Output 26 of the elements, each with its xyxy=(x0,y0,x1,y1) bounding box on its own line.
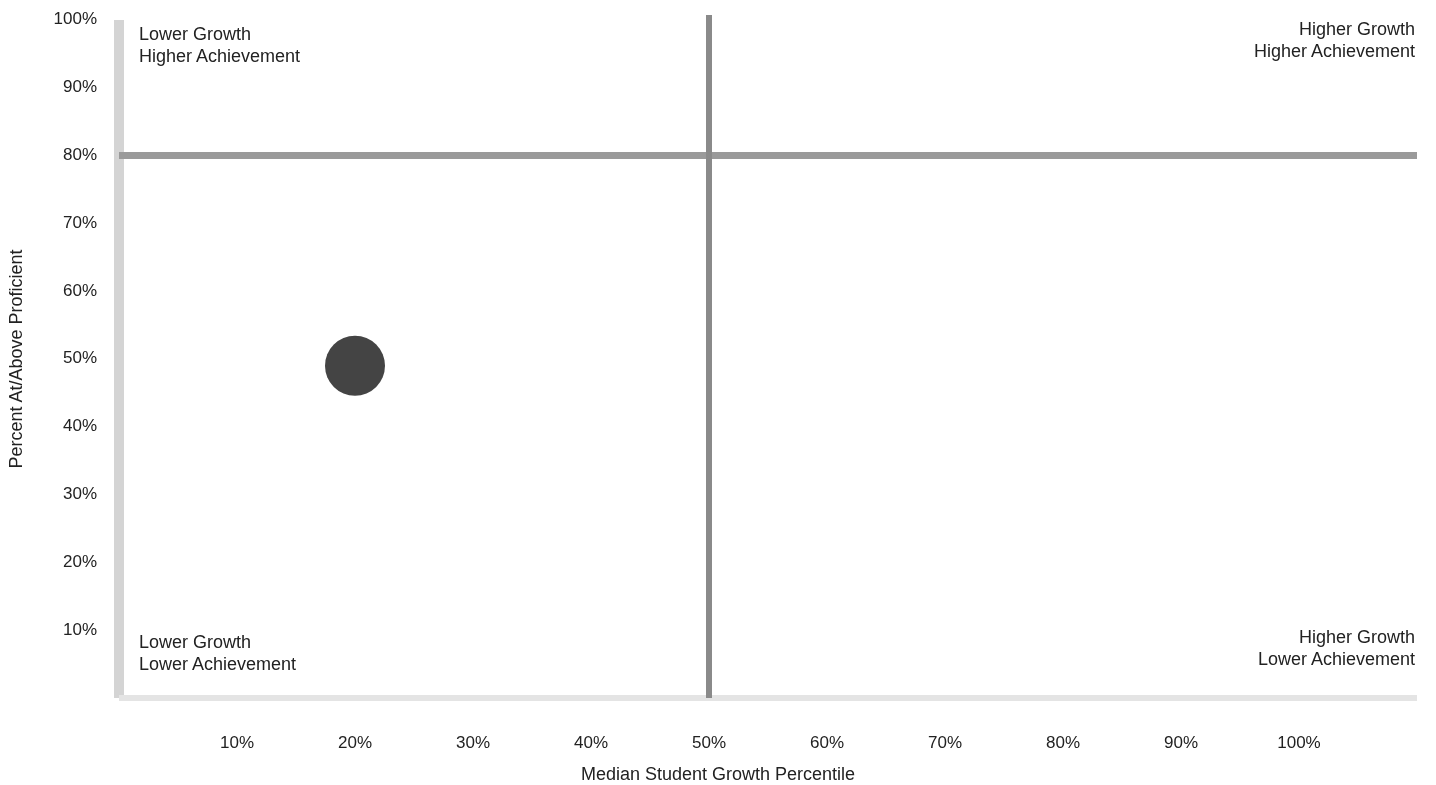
y-tick-label: 30% xyxy=(62,484,97,504)
annotation: Lower Growth Lower Achievement xyxy=(139,632,297,674)
x-tick-label: 90% xyxy=(1163,733,1199,752)
x-tick-label: 60% xyxy=(809,733,845,752)
x-tick-label: 20% xyxy=(337,733,373,752)
y-tick-label: 10% xyxy=(62,619,97,639)
y-axis-title: Percent At/Above Proficient xyxy=(6,249,26,469)
x-tick-label: 30% xyxy=(455,733,491,752)
y-tick-label: 90% xyxy=(62,77,97,97)
x-tick-label: 80% xyxy=(1045,733,1081,752)
annotation: Lower Growth Higher Achievement xyxy=(139,24,301,66)
annotation: Higher Growth Lower Achievement xyxy=(1257,627,1415,669)
x-axis-title: Median Student Growth Percentile xyxy=(580,764,856,784)
x-tick-label: 50% xyxy=(691,733,727,752)
x-tick-label: 100% xyxy=(1277,733,1321,752)
x-tick-label: 10% xyxy=(219,733,255,752)
y-tick-label: 20% xyxy=(62,551,97,571)
y-tick-label: 50% xyxy=(62,348,97,368)
x-tick-label: 70% xyxy=(927,733,963,752)
y-tick-label: 100% xyxy=(53,9,97,29)
x-tick-label: 40% xyxy=(573,733,609,752)
y-tick-label: 70% xyxy=(62,212,97,232)
y-tick-label: 40% xyxy=(62,416,97,436)
annotation: Higher Growth Higher Achievement xyxy=(1253,19,1415,61)
y-tick-label: 80% xyxy=(62,145,97,165)
y-tick-label: 60% xyxy=(62,280,97,300)
